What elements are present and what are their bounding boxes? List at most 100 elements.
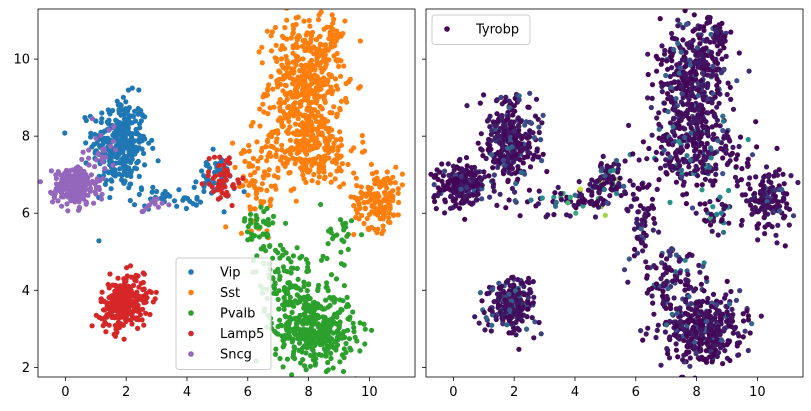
data-point [692, 344, 698, 350]
data-point [240, 183, 246, 189]
data-point [434, 167, 440, 173]
data-point [330, 330, 336, 336]
data-point [589, 177, 595, 183]
data-point [706, 164, 713, 170]
data-point [294, 111, 300, 117]
data-point [717, 40, 723, 46]
data-point [693, 141, 699, 147]
data-point [513, 332, 519, 338]
data-point [758, 313, 764, 319]
data-point [255, 158, 261, 164]
data-point [117, 160, 123, 166]
data-point [724, 161, 730, 168]
data-point [293, 21, 299, 28]
data-point [671, 46, 677, 53]
data-point [250, 155, 256, 161]
data-point [68, 182, 75, 188]
data-point [539, 120, 545, 126]
data-point [477, 290, 483, 296]
x-tick-label: 2 [510, 385, 518, 400]
data-point [280, 124, 286, 130]
data-point [318, 118, 324, 124]
data-point [641, 230, 647, 236]
data-point [502, 132, 508, 138]
data-point [248, 123, 254, 129]
data-point [431, 182, 437, 188]
data-point [277, 317, 283, 323]
data-point [210, 175, 216, 181]
data-point [738, 222, 745, 228]
data-point [450, 198, 456, 204]
data-point [686, 319, 692, 325]
data-point [713, 311, 719, 317]
data-point [290, 50, 296, 56]
data-point [287, 314, 293, 320]
data-point [523, 131, 529, 137]
data-point [290, 45, 296, 51]
data-point [277, 69, 283, 75]
data-point [691, 135, 697, 141]
data-point [626, 256, 632, 262]
data-point [292, 121, 299, 127]
data-point [650, 300, 656, 306]
data-point [328, 179, 334, 185]
data-point [455, 179, 461, 185]
data-point [118, 177, 125, 183]
data-point [674, 156, 680, 162]
data-point [656, 135, 662, 141]
legend-marker [188, 351, 194, 357]
data-point [314, 58, 320, 64]
data-point [720, 361, 726, 367]
data-point [142, 114, 148, 120]
data-point [321, 175, 327, 182]
data-point [112, 173, 118, 179]
data-point [658, 276, 664, 282]
data-point [661, 147, 667, 153]
data-point [295, 276, 301, 282]
data-point [710, 136, 716, 142]
data-point [687, 62, 694, 68]
data-point [651, 216, 657, 222]
data-point [459, 169, 466, 175]
legend-label: Vip [220, 266, 240, 281]
data-point [246, 142, 252, 149]
data-point [432, 192, 438, 199]
data-point [221, 162, 227, 168]
data-point [246, 182, 252, 188]
data-point [268, 33, 274, 39]
data-point [149, 189, 155, 195]
data-point [321, 169, 327, 175]
data-point [761, 215, 767, 221]
data-point [669, 30, 675, 37]
data-point [351, 329, 357, 335]
data-point [325, 77, 331, 83]
data-point [626, 122, 632, 128]
data-point [529, 315, 535, 321]
data-point [511, 283, 517, 289]
data-point [486, 290, 492, 296]
data-point [527, 120, 534, 126]
data-point [473, 197, 479, 203]
data-point [487, 307, 493, 313]
data-point [261, 109, 267, 115]
data-point [470, 200, 476, 206]
data-point [524, 326, 530, 332]
data-point [635, 209, 641, 215]
data-point [740, 311, 746, 317]
data-point [693, 146, 699, 152]
data-point [686, 115, 692, 122]
data-point [609, 181, 615, 187]
data-point [386, 210, 392, 216]
data-point [240, 175, 246, 181]
data-point [507, 283, 513, 289]
data-point [653, 157, 659, 163]
x-tick-label: 0 [449, 385, 457, 400]
data-point [366, 211, 373, 217]
data-point [338, 33, 344, 39]
data-point [721, 206, 727, 212]
data-point [133, 144, 139, 150]
data-point [358, 232, 365, 238]
data-point [248, 172, 254, 178]
data-point [780, 171, 786, 177]
